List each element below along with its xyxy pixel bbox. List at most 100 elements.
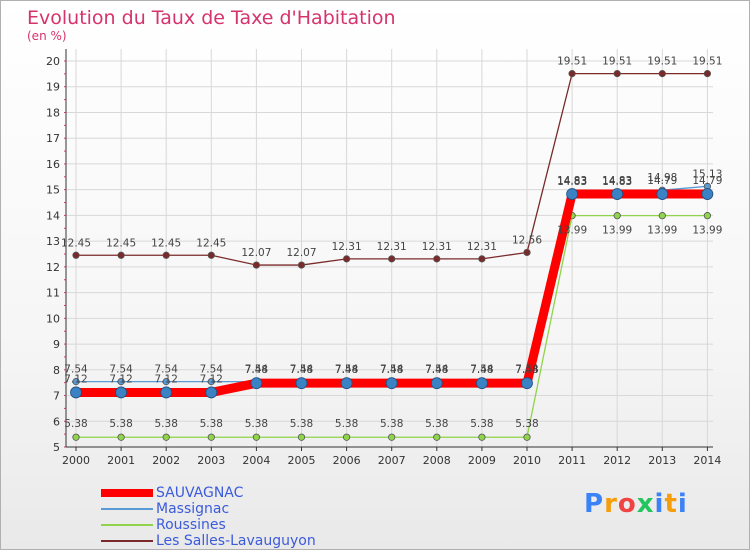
data-point	[162, 378, 170, 386]
data-label: 12.45	[106, 237, 136, 249]
data-label: 14.83	[557, 175, 587, 187]
data-point	[701, 188, 714, 200]
y-tick-label: 6	[53, 415, 60, 428]
x-tick-label: 2011	[558, 454, 586, 467]
y-tick-label: 15	[46, 184, 60, 197]
data-label: 19.51	[602, 56, 632, 68]
legend-swatch	[101, 508, 153, 510]
data-point	[72, 378, 80, 386]
data-label: 5.38	[335, 418, 358, 430]
data-point	[568, 70, 576, 78]
data-point	[207, 378, 215, 386]
x-tick-label: 2006	[333, 454, 361, 467]
logo-letter: x	[636, 489, 655, 519]
x-tick-label: 2000	[62, 454, 90, 467]
data-label: 7.48	[290, 364, 313, 376]
data-label: 12.31	[467, 241, 497, 253]
data-point	[162, 433, 170, 441]
data-point	[207, 251, 215, 259]
data-point	[342, 255, 351, 263]
x-tick-label: 2009	[468, 454, 496, 467]
data-point	[117, 378, 125, 386]
data-label: 14.98	[647, 172, 677, 184]
data-label: 14.83	[557, 176, 587, 188]
legend-swatch	[101, 524, 153, 526]
data-label: 5.38	[109, 418, 132, 430]
data-point	[478, 255, 486, 263]
data-label: 12.31	[422, 241, 452, 253]
data-point	[295, 377, 308, 390]
chart-title: Evolution du Taux de Taxe d'Habitation	[27, 7, 396, 29]
data-label: 7.12	[200, 373, 223, 385]
data-point	[385, 377, 398, 390]
data-label: 5.38	[64, 418, 87, 430]
y-tick-label: 18	[46, 106, 60, 119]
data-point	[162, 251, 170, 259]
data-point	[72, 433, 80, 441]
data-label: 15.13	[692, 168, 722, 180]
chart-subtitle: (en %)	[27, 29, 67, 43]
legend-label: SAUVAGNAC	[156, 485, 244, 501]
legend-swatch	[101, 540, 153, 542]
y-tick-label: 12	[46, 261, 60, 274]
data-point	[117, 433, 125, 441]
data-label: 7.54	[155, 364, 179, 376]
logo-letter: P	[584, 489, 605, 519]
data-point	[658, 70, 666, 78]
data-point	[297, 433, 306, 441]
legend-label: Roussines	[156, 517, 226, 533]
data-label: 5.38	[380, 418, 403, 430]
logo-letter: r	[604, 489, 618, 519]
data-label: 19.51	[557, 56, 587, 68]
data-point	[115, 386, 127, 399]
data-label: 5.38	[515, 418, 538, 430]
data-label: 7.48	[380, 364, 403, 376]
proxiti-logo: Proxiti	[584, 489, 688, 519]
data-label: 5.38	[155, 418, 178, 430]
data-label: 12.07	[286, 247, 316, 259]
data-label: 7.54	[515, 364, 539, 376]
data-label: 7.54	[470, 364, 494, 376]
y-tick-label: 11	[46, 287, 60, 300]
data-label: 7.48	[335, 364, 358, 376]
data-label: 19.51	[692, 56, 722, 68]
data-label: 14.83	[602, 176, 632, 188]
y-tick-label: 8	[53, 364, 60, 377]
data-point	[478, 433, 486, 441]
x-tick-label: 2001	[107, 454, 135, 467]
data-point	[72, 251, 80, 259]
x-tick-label: 2014	[693, 454, 721, 467]
data-point	[207, 433, 215, 441]
y-tick-label: 7	[53, 390, 60, 403]
data-label: 7.54	[64, 364, 88, 376]
data-label: 13.99	[647, 225, 677, 237]
data-point	[656, 188, 669, 200]
data-point	[613, 212, 621, 220]
data-point	[252, 433, 260, 441]
legend-label: Massignac	[156, 501, 230, 517]
data-point	[521, 377, 533, 390]
data-label: 7.12	[64, 373, 87, 385]
x-tick-label: 2004	[242, 454, 270, 467]
data-point	[523, 248, 531, 257]
data-label: 7.48	[470, 364, 493, 376]
data-point	[117, 251, 125, 259]
data-point	[342, 433, 351, 441]
legend-swatch	[101, 489, 153, 497]
data-label: 12.45	[61, 237, 91, 249]
data-label: 5.38	[425, 418, 448, 430]
data-point	[388, 433, 396, 441]
y-tick-label: 5	[53, 441, 60, 454]
data-point	[433, 433, 441, 441]
x-tick-label: 2007	[378, 454, 406, 467]
data-point	[297, 261, 306, 269]
x-tick-label: 2002	[152, 454, 180, 467]
data-label: 7.54	[335, 364, 359, 376]
data-label: 5.38	[290, 418, 313, 430]
data-label: 7.48	[425, 364, 448, 376]
data-point	[433, 255, 441, 263]
data-point	[475, 377, 488, 390]
data-label: 12.31	[332, 241, 362, 253]
data-point	[523, 433, 531, 441]
